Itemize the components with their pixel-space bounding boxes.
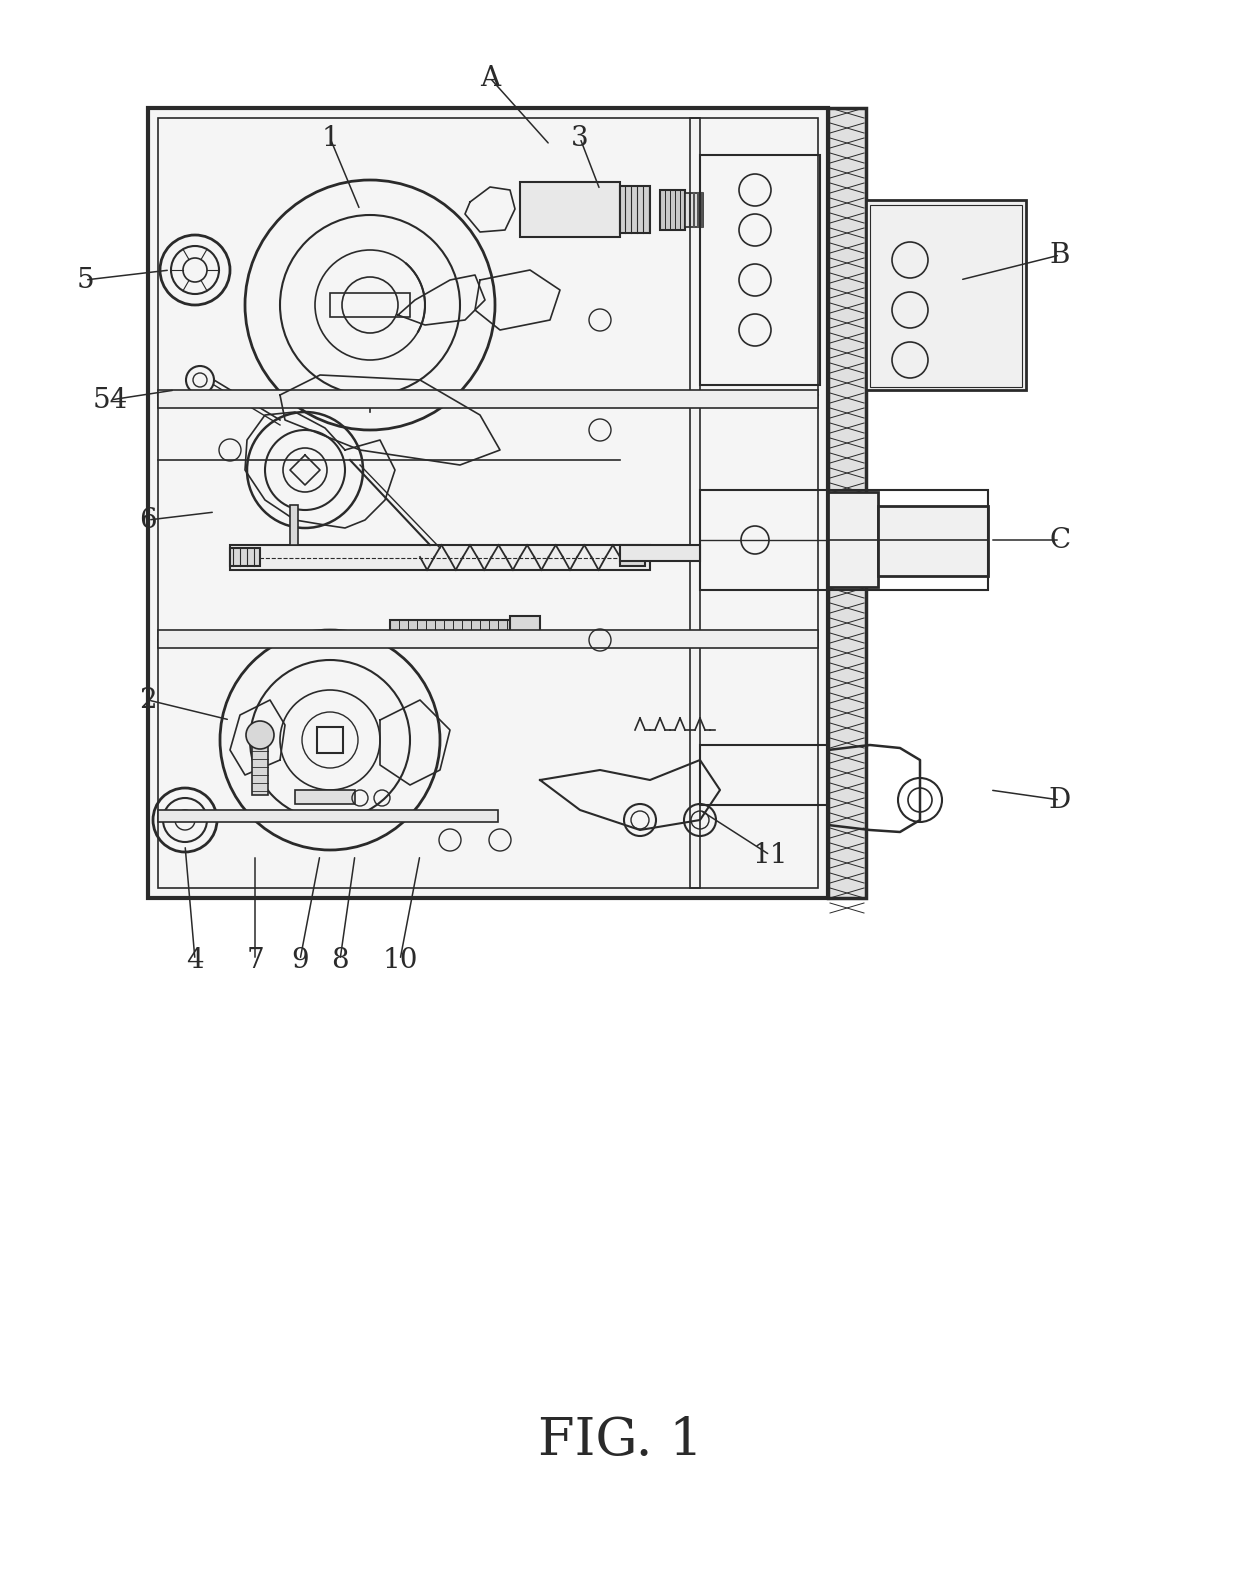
Text: 9: 9 [291,946,309,973]
Polygon shape [539,760,720,830]
Bar [148,108,828,898]
Bar [878,506,988,576]
Bar [330,293,410,316]
Bar [620,186,650,234]
Text: 7: 7 [246,946,264,973]
Text: FIG. 1: FIG. 1 [538,1415,702,1466]
Bar [828,490,988,590]
Bar [620,549,645,566]
Bar [229,545,650,569]
Bar [701,490,828,590]
Bar [157,809,498,822]
Bar [391,620,510,638]
Text: B: B [1050,242,1070,269]
Bar [689,118,701,887]
Bar [684,192,703,227]
Text: 8: 8 [331,946,348,973]
Bar [520,181,620,237]
Text: 11: 11 [753,841,787,868]
Bar [828,491,878,587]
Polygon shape [475,270,560,331]
Bar [701,154,820,385]
Bar [157,390,818,409]
Text: 4: 4 [186,946,203,973]
Bar [252,735,268,795]
Text: A: A [480,65,500,92]
Text: 10: 10 [382,946,418,973]
Text: C: C [1049,526,1070,553]
Text: 6: 6 [139,507,156,534]
Bar [157,118,818,887]
Circle shape [246,720,274,749]
Text: 5: 5 [76,267,94,294]
Text: 54: 54 [92,386,128,413]
Text: 1: 1 [321,124,339,151]
Bar [620,545,701,561]
Bar [295,790,355,805]
Text: D: D [1049,787,1071,814]
Polygon shape [465,188,515,232]
Text: 3: 3 [572,124,589,151]
Bar [866,200,1025,390]
Bar [870,205,1022,386]
Bar [510,615,539,642]
Bar [157,630,818,649]
Text: 2: 2 [139,687,156,714]
Bar [828,108,866,898]
Bar [701,746,828,805]
Bar [660,189,684,231]
Bar [317,727,343,754]
Bar [290,506,298,545]
Bar [229,549,260,566]
